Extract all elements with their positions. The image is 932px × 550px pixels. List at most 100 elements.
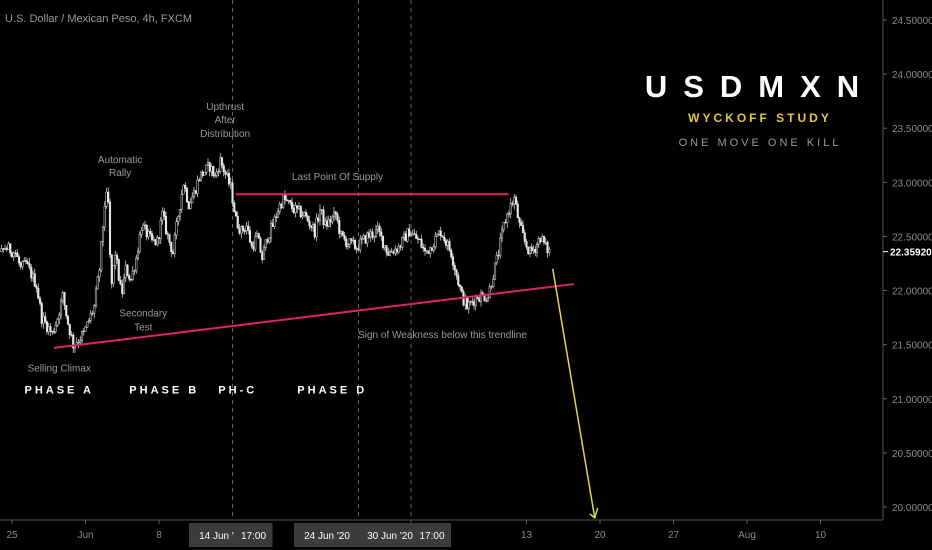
candle-body [198, 179, 201, 182]
trendline[interactable] [53, 283, 574, 349]
candle-body [54, 324, 57, 333]
candle-body [352, 240, 355, 242]
candle-body [182, 184, 185, 195]
candle-body [346, 244, 350, 248]
phase-labels: PHASE A PHASE B PH-C PHASE D [25, 384, 367, 396]
phase-label: PHASE D [297, 384, 367, 396]
candle-body [164, 216, 168, 234]
candle-body [189, 202, 192, 210]
candle-body [241, 226, 245, 231]
projection-arrow-head [589, 507, 599, 520]
candle-body [527, 246, 530, 254]
candle-body [112, 265, 115, 284]
candle-body [77, 341, 80, 344]
candle-body [161, 211, 164, 221]
candle-body [548, 249, 551, 254]
candle-body [336, 214, 339, 221]
time-tick-label: 25 [6, 530, 18, 541]
candle-body [66, 315, 70, 325]
date-marker-label: 24 Jun '20 [304, 531, 350, 542]
candle-body [234, 211, 238, 217]
candle-body [332, 211, 336, 218]
candle-body [458, 284, 462, 288]
candle-body [339, 231, 343, 234]
candle-body [10, 252, 14, 258]
price-tick-label: 23.00000 [892, 178, 932, 189]
candle-body [44, 316, 47, 323]
candle-body [173, 234, 176, 255]
candle-body [220, 157, 224, 166]
candle-body [103, 206, 106, 228]
candle-body [355, 248, 358, 250]
chart-subtitle: WYCKOFF STUDY [688, 111, 832, 125]
candle-body [297, 205, 301, 209]
candle-body [367, 232, 371, 238]
candle-body [38, 297, 42, 304]
candle-body [61, 292, 64, 302]
candle-body [392, 251, 395, 254]
candle-body [187, 201, 190, 210]
candle-body [380, 231, 383, 237]
candle-body [360, 238, 364, 240]
candle-body [264, 239, 267, 248]
candle-body [84, 326, 87, 332]
candle-body [98, 269, 101, 278]
time-tick-label: 10 [815, 530, 827, 541]
candle-body [434, 236, 437, 248]
candle-body [308, 220, 311, 227]
price-tick-label: 24.00000 [892, 70, 932, 81]
candle-body [350, 238, 353, 241]
candle-body [215, 171, 218, 176]
candle-body [446, 241, 449, 246]
candle-body [513, 196, 516, 205]
candle-body [364, 235, 367, 244]
candle-body [79, 340, 82, 343]
candle-body [292, 208, 295, 213]
candle-body [525, 241, 528, 248]
candle-body [294, 205, 297, 213]
candle-body [304, 212, 308, 217]
candle-body [259, 238, 262, 253]
price-axis[interactable]: 20.00000 20.50000 21.00000 21.50000 22.00000… [882, 0, 932, 520]
price-tick-label: 20.50000 [892, 449, 932, 460]
candle-body [114, 254, 117, 266]
candle-body [448, 241, 451, 251]
time-tick-label: 20 [594, 530, 606, 541]
date-marker-label: 17:00 [241, 531, 266, 542]
candle-body [495, 254, 498, 264]
candle-body [395, 248, 399, 253]
candle-body [518, 217, 521, 223]
candle-body [546, 242, 549, 254]
phase-label: PH-C [218, 384, 257, 396]
chart-tagline: ONE MOVE ONE KILL [679, 137, 842, 149]
candle-body [108, 201, 112, 255]
candle-body [455, 269, 458, 276]
candle-body [353, 240, 357, 249]
candle-body [65, 304, 68, 317]
candle-body [486, 297, 490, 301]
candle-body [488, 286, 491, 299]
candle-body [535, 244, 539, 253]
candle-body [157, 237, 161, 239]
candle-body [441, 235, 444, 238]
candle-body [163, 211, 166, 217]
candle-body [381, 235, 385, 248]
projection-arrow[interactable] [552, 268, 596, 518]
candle-body [240, 226, 243, 234]
candle-body [317, 217, 320, 221]
candle-body [345, 238, 348, 248]
candle-body [429, 247, 432, 254]
candle-body [126, 264, 129, 277]
candle-body [443, 237, 446, 241]
candle-body [199, 171, 203, 181]
candle-body [82, 330, 85, 333]
candle-body [122, 277, 126, 294]
candle-body [362, 235, 365, 239]
candle-body [192, 190, 196, 198]
candle-body [521, 225, 525, 233]
time-tick-label: Aug [738, 530, 756, 541]
candle-body [467, 301, 470, 310]
